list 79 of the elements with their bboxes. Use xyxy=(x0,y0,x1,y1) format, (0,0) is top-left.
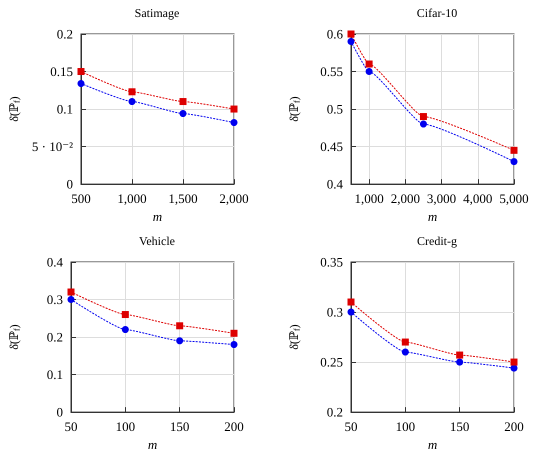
y-tick-label: 0.15 xyxy=(50,64,73,80)
y-tick-label: 0.1 xyxy=(56,102,73,117)
chart-title: Cifar-10 xyxy=(416,6,458,20)
point xyxy=(420,113,427,120)
y-tick-label: 0.35 xyxy=(320,254,343,270)
x-axis-title: m xyxy=(428,437,438,452)
y-tick-label: 0.25 xyxy=(320,354,343,370)
x-tick-label: 50 xyxy=(344,419,358,434)
point xyxy=(366,60,373,68)
y-tick-label: 0 xyxy=(56,404,63,420)
point xyxy=(176,322,184,330)
point xyxy=(128,98,136,106)
x-tick-label: 1,000 xyxy=(117,191,147,206)
point xyxy=(230,119,238,126)
point xyxy=(77,68,84,76)
y-axis-title: δ̄(ℙf) xyxy=(7,96,22,122)
y-tick-label: 0.3 xyxy=(46,292,63,308)
y-axis-title: δ̄(ℙf) xyxy=(287,324,302,350)
x-tick-label: 200 xyxy=(224,419,244,434)
x-tick-label: 50 xyxy=(64,419,78,434)
x-tick-label: 5,000 xyxy=(499,191,529,206)
y-axis-title: δ̄(ℙf) xyxy=(7,324,22,350)
chart-title: Credit-g xyxy=(417,234,457,248)
point xyxy=(176,337,184,344)
point xyxy=(348,308,354,316)
y-tick-label: 0.5 xyxy=(326,102,343,117)
point xyxy=(366,68,373,76)
x-axis-title: m xyxy=(428,209,438,224)
point xyxy=(456,352,464,359)
point xyxy=(230,330,238,337)
point xyxy=(348,298,354,306)
point xyxy=(402,338,409,346)
x-tick-label: 3,000 xyxy=(426,191,456,206)
point xyxy=(122,326,129,334)
x-tick-label: 150 xyxy=(170,419,190,434)
y-tick-label: 0 xyxy=(66,176,73,192)
x-axis-title: m xyxy=(148,437,158,452)
x-tick-label: 500 xyxy=(71,191,91,206)
point xyxy=(510,358,518,366)
x-tick-label: 2,000 xyxy=(390,191,420,206)
y-tick-label: 0.1 xyxy=(46,367,63,382)
point xyxy=(510,158,518,166)
point xyxy=(402,348,409,356)
point xyxy=(68,288,74,296)
point xyxy=(420,120,427,128)
x-tick-label: 1,000 xyxy=(354,191,384,206)
x-axis-title: m xyxy=(152,209,162,224)
y-tick-label: 0.2 xyxy=(46,330,63,345)
x-tick-label: 2,000 xyxy=(219,191,249,206)
point xyxy=(179,98,186,106)
point xyxy=(68,296,74,304)
y-tick-label: 0.2 xyxy=(326,404,343,420)
chart-title: Satimage xyxy=(134,6,180,20)
x-tick-label: 100 xyxy=(116,419,136,434)
point xyxy=(456,358,464,366)
x-tick-label: 4,000 xyxy=(463,191,492,206)
y-tick-label: 0.2 xyxy=(56,26,73,42)
point xyxy=(128,88,136,96)
x-tick-label: 1,500 xyxy=(168,191,198,206)
point xyxy=(230,106,238,113)
point xyxy=(77,80,84,88)
y-tick-label: 0.45 xyxy=(320,139,343,154)
y-tick-label: 0.3 xyxy=(326,304,343,320)
y-tick-label: 0.55 xyxy=(320,64,343,80)
y-tick-label: 0.4 xyxy=(46,254,64,270)
point xyxy=(122,311,129,318)
point xyxy=(510,364,518,372)
point xyxy=(348,38,354,46)
y-tick-label: 0.4 xyxy=(326,176,344,192)
point xyxy=(180,110,186,118)
y-tick-label: 5 · 10⁻² xyxy=(32,139,74,154)
y-tick-label: 0.6 xyxy=(326,26,344,42)
x-tick-label: 150 xyxy=(450,419,470,434)
chart-title: Vehicle xyxy=(139,234,175,248)
point xyxy=(230,341,238,348)
point xyxy=(510,146,518,154)
y-axis-title: δ̄(ℙf) xyxy=(287,96,302,122)
x-tick-label: 200 xyxy=(504,419,524,434)
x-tick-label: 100 xyxy=(396,419,416,434)
